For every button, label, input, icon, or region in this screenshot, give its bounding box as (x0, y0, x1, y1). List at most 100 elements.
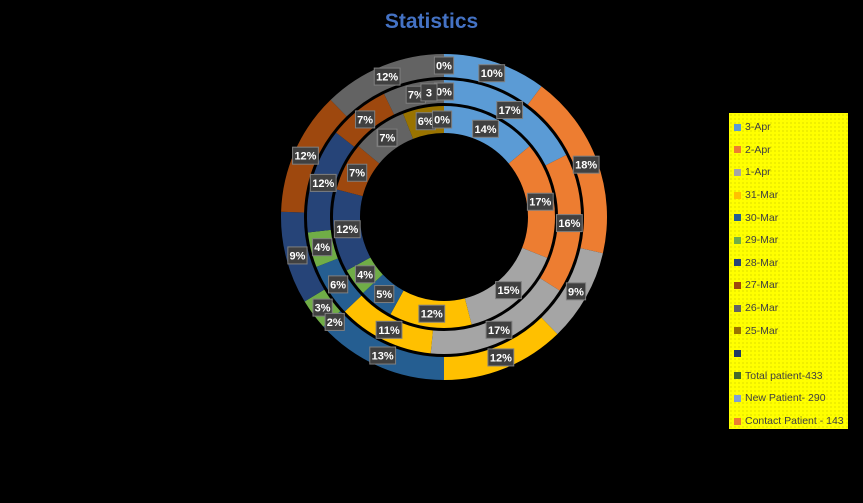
legend-label: 1-Apr (745, 166, 771, 179)
svg-text:12%: 12% (336, 224, 358, 236)
legend-item: 30-Mar (729, 206, 848, 229)
legend-item (729, 342, 848, 365)
svg-text:7%: 7% (357, 114, 373, 126)
legend-swatch (734, 372, 741, 380)
svg-text:18%: 18% (575, 160, 597, 172)
legend-swatch (734, 191, 741, 199)
svg-text:6%: 6% (418, 116, 434, 128)
svg-text:3: 3 (426, 87, 432, 99)
svg-text:13%: 13% (372, 351, 394, 363)
legend-item: 2-Apr (729, 139, 848, 162)
data-label-ring-3-1-Apr: 15% (495, 281, 522, 300)
legend-item: Total patient-433 (729, 365, 848, 388)
data-label-ring-3-30-Mar: 5% (374, 285, 395, 304)
data-label-ring-1-26-Mar: 12% (373, 67, 401, 86)
data-label-ring-2-29-Mar: 4% (312, 238, 333, 257)
data-label-ring-1-28-Mar: 9% (287, 246, 308, 265)
svg-text:9%: 9% (290, 250, 306, 262)
svg-text:12%: 12% (312, 178, 334, 190)
legend-label: New Patient- 290 (745, 392, 826, 405)
data-label-ring-2-31-Mar: 11% (375, 320, 403, 339)
data-label-ring-2-25-Mar: 0% (433, 82, 455, 101)
legend-label: 31-Mar (745, 189, 779, 202)
legend-label: 26-Mar (745, 302, 779, 315)
legend-swatch (734, 281, 741, 289)
legend-swatch (734, 327, 741, 335)
svg-text:12%: 12% (490, 352, 512, 364)
svg-text:9%: 9% (568, 286, 584, 298)
data-label-ring-1-1-Apr: 9% (565, 282, 587, 301)
legend-label: 30-Mar (745, 211, 779, 224)
svg-text:5%: 5% (376, 289, 392, 301)
data-label-ring-2-2-Apr: 16% (555, 214, 583, 233)
legend-item: 25-Mar (729, 319, 848, 342)
svg-text:17%: 17% (499, 105, 521, 117)
data-label-ring-1-30-Mar: 13% (369, 346, 397, 365)
legend-swatch (734, 304, 741, 312)
svg-text:17%: 17% (488, 325, 510, 337)
svg-text:2%: 2% (327, 317, 343, 329)
svg-text:7%: 7% (408, 90, 424, 102)
legend-swatch (734, 236, 741, 244)
legend-item: 1-Apr (729, 161, 848, 184)
svg-text:10%: 10% (481, 68, 503, 80)
extra-data-label-2: 2% (324, 312, 345, 331)
svg-text:14%: 14% (474, 124, 496, 136)
legend-label: 28-Mar (745, 256, 779, 269)
svg-text:6%: 6% (330, 279, 346, 291)
legend-label: 25-Mar (745, 324, 779, 337)
svg-text:12%: 12% (294, 151, 316, 163)
legend-item: 31-Mar (729, 184, 848, 207)
svg-text:7%: 7% (349, 168, 365, 180)
ring-2-slice-1-Apr (430, 278, 560, 354)
data-label-ring-2-3-Apr: 17% (496, 101, 524, 120)
ring-1-slice-2-Apr (527, 86, 607, 254)
data-label-ring-2-1-Apr: 17% (485, 320, 513, 339)
data-label-ring-1-25-Mar: 0% (433, 56, 455, 75)
svg-text:7%: 7% (379, 133, 395, 145)
data-label-ring-3-2-Apr: 17% (526, 192, 554, 211)
data-label-ring-1-3-Apr: 10% (478, 64, 506, 83)
svg-text:0%: 0% (436, 61, 452, 73)
data-label-ring-3-28-Mar: 12% (333, 220, 361, 239)
legend-item: New Patient- 290 (729, 387, 848, 410)
legend-item: Contact Patient - 143 (729, 410, 848, 433)
legend-label: 2-Apr (745, 143, 771, 156)
svg-text:12%: 12% (376, 72, 398, 84)
svg-text:4%: 4% (357, 269, 373, 281)
chart-title: Statistics (384, 10, 479, 33)
svg-text:4%: 4% (314, 242, 330, 254)
data-label-ring-1-31-Mar: 12% (487, 348, 515, 367)
svg-text:17%: 17% (529, 197, 551, 209)
ring-1-slice-30-Mar (323, 311, 444, 380)
legend-label: 27-Mar (745, 279, 779, 292)
extra-data-label-3: 7% (377, 128, 398, 147)
legend-swatch (734, 259, 741, 267)
data-label-ring-3-3-Apr: 14% (472, 119, 499, 138)
legend-swatch (734, 394, 741, 402)
data-label-ring-1-29-Mar: 3% (312, 298, 333, 317)
data-label-ring-3-29-Mar: 4% (355, 265, 376, 284)
legend-swatch (734, 214, 741, 222)
svg-text:16%: 16% (558, 218, 580, 230)
data-label-ring-3-31-Mar: 12% (418, 304, 446, 323)
legend-swatch (734, 123, 741, 131)
svg-text:0%: 0% (436, 87, 452, 99)
legend-item: 28-Mar (729, 252, 848, 275)
data-label-ring-3-27-Mar: 7% (347, 163, 368, 182)
legend-label: Contact Patient - 143 (745, 415, 844, 428)
legend-label: Total patient-433 (745, 369, 823, 382)
legend-swatch (734, 349, 741, 357)
data-label-ring-2-30-Mar: 6% (328, 275, 349, 294)
data-label-ring-1-27-Mar: 12% (292, 146, 319, 165)
data-label-ring-2-27-Mar: 7% (354, 110, 376, 129)
svg-text:11%: 11% (378, 325, 400, 337)
extra-data-label-1: 3 (420, 83, 438, 102)
legend-item: 26-Mar (729, 297, 848, 320)
ring-2-slice-3-Apr (444, 80, 567, 166)
svg-text:12%: 12% (421, 309, 443, 321)
legend-swatch (734, 168, 741, 176)
legend: 3-Apr 2-Apr 1-Apr 31-Mar 30-Mar 29-Mar 28-Mar 2… (729, 113, 848, 429)
